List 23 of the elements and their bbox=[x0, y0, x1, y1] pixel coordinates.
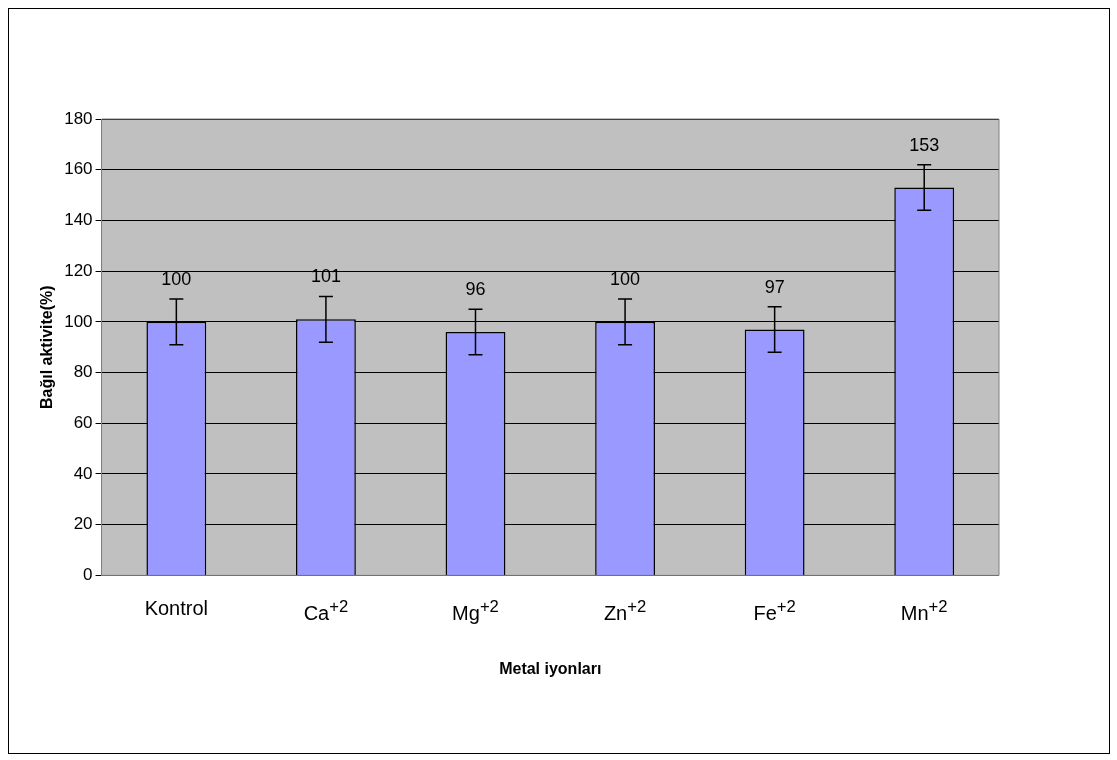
x-tick-label: Kontrol bbox=[144, 597, 209, 621]
data-label: 153 bbox=[909, 134, 940, 155]
data-label: 100 bbox=[161, 268, 192, 289]
y-tick-label: 180 bbox=[64, 108, 93, 128]
x-axis-title: Metal iyonları bbox=[499, 659, 602, 677]
y-tick-label: 120 bbox=[64, 260, 93, 280]
y-tick-label: 160 bbox=[64, 159, 93, 179]
data-label: 100 bbox=[610, 268, 641, 289]
x-tick-label: Mg$^{+2}$ bbox=[452, 597, 499, 626]
x-tick-label: Ca$^{+2}$ bbox=[303, 597, 349, 626]
y-tick-label: 20 bbox=[73, 514, 93, 534]
y-tick-label: 40 bbox=[73, 463, 93, 483]
y-tick-label: 0 bbox=[83, 565, 93, 585]
data-label: 96 bbox=[465, 279, 486, 300]
data-label: 97 bbox=[764, 276, 785, 297]
y-tick-label: 140 bbox=[64, 210, 93, 230]
x-tick-label: Fe$^{+2}$ bbox=[753, 597, 796, 626]
x-tick-label: Zn$^{+2}$ bbox=[603, 597, 647, 626]
y-tick-label: 100 bbox=[64, 311, 93, 331]
y-tick-label: 60 bbox=[73, 412, 93, 432]
y-axis-title: Bağıl aktivite(%) bbox=[38, 285, 56, 409]
x-tick-label: Mn$^{+2}$ bbox=[900, 597, 948, 626]
y-tick-label: 80 bbox=[73, 362, 93, 382]
